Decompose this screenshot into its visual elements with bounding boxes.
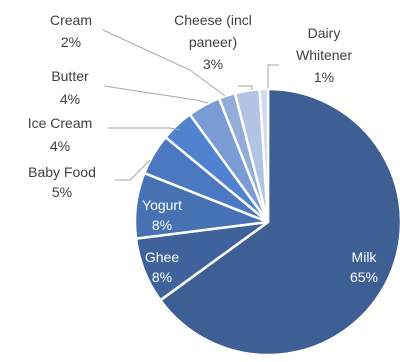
slice-labels: Milk 65% Ghee 8% Yogurt 8% Baby Food 5% Ice Crea…	[28, 12, 378, 285]
data-label-ice-cream: Ice Cream 4%	[28, 115, 93, 154]
leader-lines	[102, 29, 279, 181]
data-label-yogurt: Yogurt 8%	[142, 197, 182, 233]
leader-line-cheese-incl-paneer	[238, 85, 253, 90]
data-label-dairy-whitener: Dairy Whitener 1%	[296, 25, 352, 85]
leader-line-ice-cream	[108, 127, 181, 131]
pie-slices	[133, 87, 400, 357]
data-label-baby-food: Baby Food 5%	[28, 164, 96, 200]
data-label-cheese-incl-paneer: Cheese (incl paneer) 3%	[174, 12, 252, 72]
leader-line-baby-food	[115, 159, 151, 181]
leader-line-dairy-whitener	[267, 64, 279, 88]
data-label-ghee: Ghee 8%	[145, 249, 179, 285]
data-label-milk: Milk 65%	[350, 249, 378, 285]
pie-slice-dairy-whitener	[258, 87, 270, 224]
data-label-cream: Cream 2%	[50, 12, 92, 50]
pie-slice-milk	[159, 87, 400, 357]
leader-line-butter	[103, 85, 209, 104]
leader-line-cream	[102, 29, 226, 97]
data-label-butter: Butter 4%	[51, 68, 89, 107]
